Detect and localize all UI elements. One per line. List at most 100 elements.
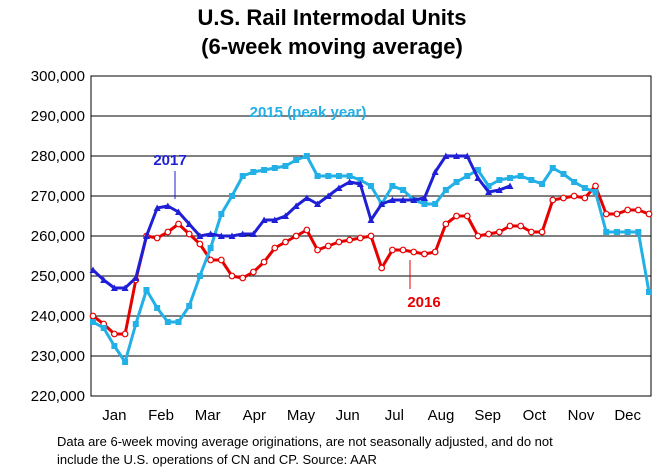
y-tick-label-260000: 260,000 (31, 228, 85, 245)
point-2015-45 (560, 171, 567, 177)
point-2015-2 (100, 325, 107, 331)
x-tick-label-apr: Apr (243, 407, 266, 424)
point-2016-9 (175, 220, 182, 228)
y-tick-label-230000: 230,000 (31, 348, 85, 365)
point-2015-17 (261, 167, 268, 173)
point-2017-10 (185, 220, 193, 227)
point-2015-20 (293, 157, 300, 163)
point-2016-8 (164, 228, 172, 236)
point-2017-13 (217, 232, 225, 239)
label-2015: 2015 (peak year) (250, 104, 367, 121)
point-2015-41 (517, 173, 524, 179)
point-2015-32 (421, 201, 428, 207)
point-2017-26 (356, 180, 364, 187)
point-2016-44 (549, 196, 557, 204)
point-2015-5 (132, 321, 139, 327)
point-2015-43 (539, 181, 546, 187)
point-2017-12 (207, 230, 215, 237)
point-2015-27 (368, 183, 374, 189)
point-2016-43 (538, 228, 546, 236)
point-2015-47 (581, 185, 588, 191)
point-2017-36 (463, 152, 471, 159)
point-2016-19 (282, 238, 289, 246)
y-axis: 220,000 230,000 240,000 250,000 260,000 270,0… (31, 68, 85, 405)
x-tick-label-nov: Nov (568, 407, 595, 424)
chart-title-line-1: U.S. Rail Intermodal Units (198, 5, 467, 30)
point-2016-53 (645, 210, 653, 218)
chart-title-line-2: (6-week moving average) (201, 34, 463, 59)
x-tick-label-dec: Dec (614, 407, 641, 424)
x-tick-label-jun: Jun (336, 407, 360, 424)
point-2015-7 (154, 305, 161, 311)
point-2016-45 (560, 194, 567, 202)
point-2017-16 (249, 230, 257, 237)
point-2016-21 (303, 226, 311, 234)
point-2016-23 (324, 242, 332, 250)
point-2017-15 (239, 230, 247, 237)
point-2016-11 (196, 240, 204, 248)
point-2016-26 (356, 234, 364, 242)
point-2017-20 (292, 202, 300, 209)
point-2016-52 (634, 206, 642, 214)
point-2016-14 (228, 272, 236, 280)
point-2016-12 (207, 256, 215, 264)
point-2015-53 (646, 289, 652, 295)
y-tick-label-250000: 250,000 (31, 268, 85, 285)
point-2017-31 (410, 196, 418, 203)
x-axis: Jan Feb Mar Apr May Jun Jul Aug Sep Oct Nov Dec (102, 407, 641, 424)
point-2015-3 (111, 343, 118, 349)
series-2017 (89, 152, 514, 291)
point-2016-42 (527, 228, 535, 236)
point-2015-35 (453, 179, 460, 185)
point-2016-32 (421, 250, 428, 258)
point-2016-40 (506, 222, 514, 230)
point-2015-26 (357, 177, 364, 183)
point-2015-51 (624, 229, 631, 235)
point-2015-8 (164, 319, 171, 325)
point-2015-23 (325, 173, 332, 179)
footnote-line-2: include the U.S. operations of CN and CP… (57, 452, 377, 467)
point-2017-17 (260, 216, 268, 223)
point-2015-16 (250, 169, 257, 175)
point-2017-4 (121, 284, 129, 291)
point-2016-29 (388, 246, 396, 254)
point-2015-34 (442, 187, 449, 193)
x-tick-label-sep: Sep (474, 407, 501, 424)
point-2016-22 (314, 246, 321, 254)
point-2017-1 (89, 266, 97, 273)
point-2015-33 (432, 201, 439, 207)
point-2015-40 (507, 175, 513, 181)
point-2015-30 (400, 187, 407, 193)
point-2016-3 (110, 330, 118, 338)
point-2015-38 (485, 183, 492, 189)
point-2015-9 (175, 319, 182, 325)
point-2015-21 (303, 153, 310, 159)
x-tick-label-feb: Feb (148, 407, 174, 424)
point-2016-38 (485, 230, 493, 238)
point-2015-48 (592, 189, 599, 195)
point-2017-14 (228, 232, 236, 239)
point-2015-39 (496, 177, 503, 183)
point-2016-51 (624, 206, 632, 214)
y-tick-label-220000: 220,000 (31, 388, 85, 405)
point-2015-37 (474, 167, 481, 173)
point-2016-27 (367, 232, 375, 240)
point-2015-11 (196, 273, 203, 279)
point-2016-46 (570, 192, 578, 200)
series-2016 (89, 182, 653, 338)
point-2017-24 (335, 184, 343, 191)
point-2016-7 (153, 234, 161, 242)
point-2015-18 (271, 165, 278, 171)
point-2017-39 (495, 186, 503, 193)
point-2017-3 (110, 284, 118, 291)
point-2016-24 (335, 238, 343, 246)
point-2016-16 (249, 268, 257, 276)
point-2016-39 (495, 228, 503, 236)
point-2015-50 (613, 229, 620, 235)
y-tick-label-300000: 300,000 (31, 68, 85, 85)
point-2015-24 (335, 173, 342, 179)
point-2017-23 (324, 192, 332, 199)
point-2017-40 (506, 182, 514, 189)
point-2017-25 (346, 178, 354, 185)
gridlines (91, 115, 651, 357)
